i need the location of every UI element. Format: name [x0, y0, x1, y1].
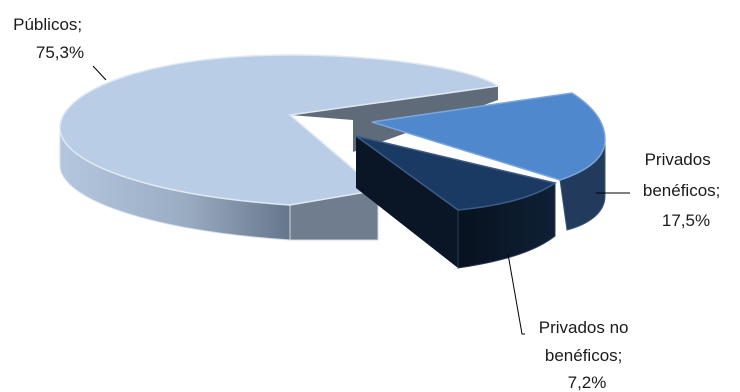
label-publicos-line-1: Públicos;	[13, 15, 82, 34]
slice-publicos-top	[59, 54, 501, 206]
label-privados-no-beneficos-line-1: Privados no	[539, 318, 629, 337]
label-publicos: Públicos; 75,3%	[13, 15, 87, 62]
slice-privados-no-beneficos	[355, 135, 557, 269]
label-privados-beneficos-line-1: Privados	[645, 150, 711, 169]
label-privados-no-beneficos-line-2: benéficos;	[545, 346, 623, 365]
label-privados-no-beneficos-line-3: 7,2%	[568, 373, 607, 392]
label-privados-beneficos: Privados benéficos; 17,5%	[643, 150, 725, 230]
label-privados-beneficos-line-2: benéficos;	[643, 181, 721, 200]
leader-line-publicos	[92, 65, 107, 81]
leader-line-privados-no-beneficos	[507, 253, 525, 335]
label-privados-beneficos-line-3: 17,5%	[662, 211, 710, 230]
label-publicos-line-2: 75,3%	[36, 43, 84, 62]
slice-privados-no-beneficos-inner	[356, 136, 458, 268]
slice-privados-no-beneficos-top	[355, 135, 557, 211]
slice-privados-beneficos-top	[371, 92, 606, 181]
label-privados-no-beneficos: Privados no benéficos; 7,2%	[539, 318, 634, 392]
slice-privados-beneficos	[371, 92, 606, 231]
